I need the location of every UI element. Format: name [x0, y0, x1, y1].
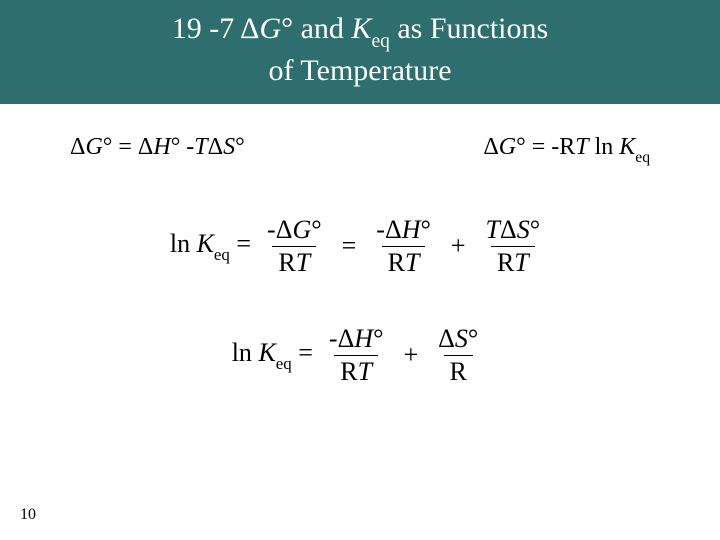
eq-lnk-expanded: ln Keq = -ΔG° RT = -ΔH° RT + TΔS° RT	[40, 215, 680, 278]
top-equations-row: ΔG° = ΔH° -TΔS° ΔG° = -RT ln Keq	[40, 134, 680, 165]
lnk-lhs: ln Keq =	[170, 229, 251, 263]
equals-sign: =	[342, 231, 357, 261]
title-K: K	[351, 12, 371, 45]
title-line-1: 19 -7 ΔG° and Keq as Functions	[0, 10, 720, 52]
plus-sign-1: +	[451, 231, 466, 261]
frac-ds-r: ΔS° R	[434, 324, 482, 387]
eq-gibbs-helmholtz: ΔG° = ΔH° -TΔS°	[70, 134, 245, 165]
title-line-2: of Temperature	[0, 52, 720, 90]
frac-neg-dh-rt-2: -ΔH° RT	[325, 324, 388, 387]
title-and: and	[301, 12, 352, 45]
frac-neg-dh-rt: -ΔH° RT	[372, 215, 435, 278]
lnk-lhs-2: ln Keq =	[232, 338, 313, 372]
eq-gibbs-keq: ΔG° = -RT ln Keq	[483, 134, 650, 165]
eq-vant-hoff: ln Keq = -ΔH° RT + ΔS° R	[40, 324, 680, 387]
section-number: 19 -7	[172, 12, 235, 45]
title-dg: ΔG°	[240, 12, 300, 45]
title-tail: as Functions	[397, 12, 548, 45]
content-area: ΔG° = ΔH° -TΔS° ΔG° = -RT ln Keq ln Keq …	[0, 104, 720, 387]
title-bar: 19 -7 ΔG° and Keq as Functions of Temper…	[0, 0, 720, 104]
frac-tds-rt: TΔS° RT	[482, 215, 545, 278]
title-eq-sub: eq	[371, 31, 389, 52]
frac-neg-dg-rt: -ΔG° RT	[263, 215, 326, 278]
plus-sign-2: +	[403, 340, 418, 370]
page-number: 10	[20, 506, 36, 524]
